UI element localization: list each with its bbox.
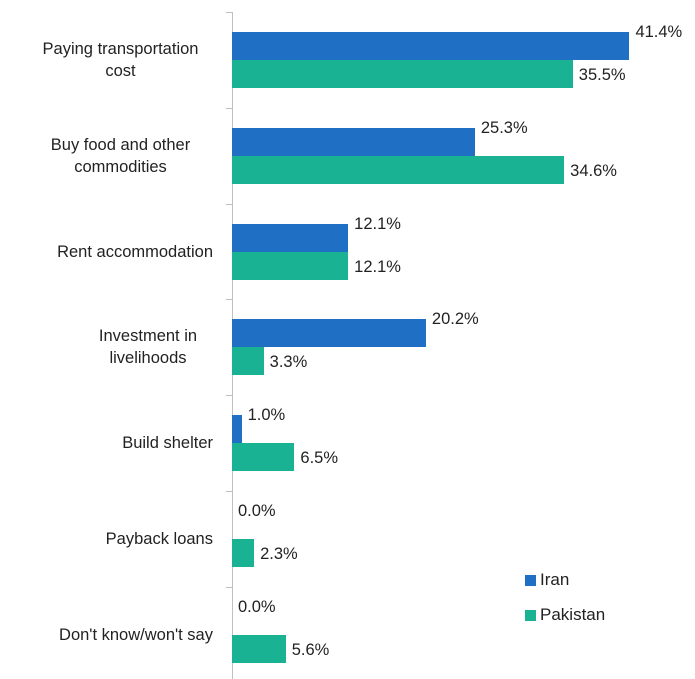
category-box: Buy food and other commodities [28,128,213,184]
category-label: Paying transportation cost [42,40,199,80]
value-label: 25.3% [480,118,528,137]
category-label: Rent accommodation [57,242,213,261]
category-box: Investment in livelihoods [83,319,213,375]
value-label: 6.5% [300,449,338,468]
bar [232,319,426,348]
bar [232,251,349,280]
value-label: 12.1% [354,257,401,276]
value-label: 2.3% [260,545,298,563]
value-label: 1.0% [247,406,286,425]
category-box: Don't know/won't say [59,607,213,663]
bar [232,32,630,60]
value-label: 35.5% [578,66,626,84]
value-label: 5.6% [291,640,330,659]
bar [232,539,255,567]
bar [232,634,286,663]
bar [232,415,242,444]
category-box: Paying transportation cost [28,32,213,88]
value-label: 20.2% [431,310,479,329]
category-label: Build shelter [122,434,213,453]
bar [232,127,475,156]
bar [232,223,349,252]
tick-mark [226,491,232,492]
bar [232,443,295,472]
value-label: 0.0% [238,502,276,520]
tick-mark [226,203,232,205]
value-label: 12.1% [354,214,401,233]
tick-mark [226,395,232,397]
value-label: 0.0% [238,597,276,616]
category-label: Don't know/won't say [59,625,213,644]
category-box: Rent accommodation [57,224,213,280]
value-label: 3.3% [269,353,308,372]
category-box: Build shelter [122,415,213,471]
value-label: 34.6% [570,161,617,180]
bar [232,155,565,184]
category-label: Buy food and other commodities [50,135,191,176]
legend-label: Iran [540,570,570,589]
tick-mark [226,12,232,13]
bar [232,347,264,376]
tick-mark [226,107,232,109]
category-box: Payback loans [106,511,213,567]
bar [232,60,573,88]
category-label: Payback loans [105,530,213,548]
tick-mark [226,586,232,588]
tick-mark [226,299,232,301]
category-label: Investment in livelihoods [98,327,198,368]
legend-label: Pakistan [540,605,606,624]
value-label: 41.4% [635,23,683,41]
legend-swatch [525,575,536,586]
legend-swatch [525,610,536,621]
